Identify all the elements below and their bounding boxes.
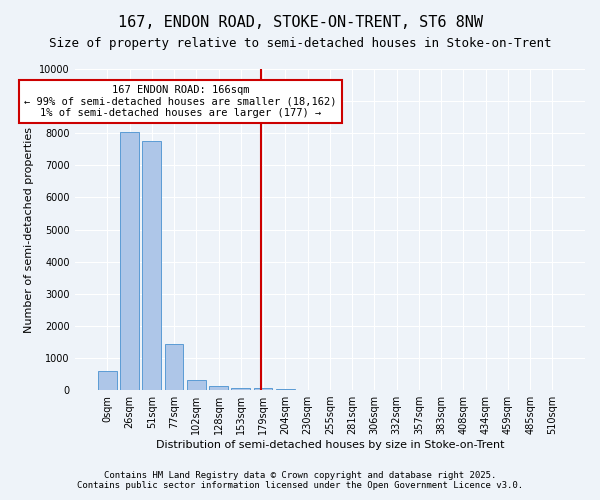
Bar [98, 371, 117, 390]
Text: 167 ENDON ROAD: 166sqm
← 99% of semi-detached houses are smaller (18,162)
1% of : 167 ENDON ROAD: 166sqm ← 99% of semi-det… [25, 85, 337, 118]
Text: 167, ENDON ROAD, STOKE-ON-TRENT, ST6 8NW: 167, ENDON ROAD, STOKE-ON-TRENT, ST6 8NW [118, 15, 482, 30]
Bar [232, 388, 250, 390]
Text: Contains HM Land Registry data © Crown copyright and database right 2025.
Contai: Contains HM Land Registry data © Crown c… [77, 470, 523, 490]
Bar [254, 388, 272, 390]
Y-axis label: Number of semi-detached properties: Number of semi-detached properties [23, 126, 34, 332]
X-axis label: Distribution of semi-detached houses by size in Stoke-on-Trent: Distribution of semi-detached houses by … [155, 440, 504, 450]
Bar [164, 344, 184, 390]
Bar [142, 141, 161, 390]
Bar [209, 386, 228, 390]
Bar [120, 132, 139, 390]
Bar [187, 380, 206, 390]
Bar [276, 388, 295, 390]
Text: Size of property relative to semi-detached houses in Stoke-on-Trent: Size of property relative to semi-detach… [49, 38, 551, 51]
